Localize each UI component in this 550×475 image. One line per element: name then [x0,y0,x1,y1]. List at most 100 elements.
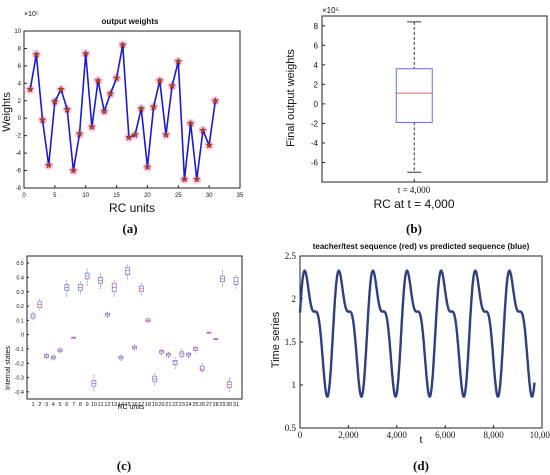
y-tick-label-c: 0.1 [16,318,24,324]
x-tick-label-a: 20 [144,193,151,199]
y-tick-label-a: 6 [18,64,22,70]
y-tick-label-a: 10 [14,29,21,35]
weight-point [131,130,139,138]
y-tick-label-b: 4 [314,61,319,70]
y-tick-label-b: 0 [314,100,319,109]
ticks-d: 0 2,000 4,000 6,000 8,000 10,000 0.5 1 1.5 2 2.5 [285,251,550,440]
marks-a [25,40,220,184]
x-tick-label-a: 0 [22,193,26,199]
panel-label-b: (b) [406,221,422,236]
panel-label-d: (d) [413,458,429,473]
y-tick-label-d: 1 [292,380,297,390]
x-tick-label-d: 0 [298,430,303,440]
x-tick-label-c: 30 [226,402,232,408]
y-tick-label-b: 8 [314,22,319,31]
x-tick-label-a: 15 [113,193,120,199]
x-tick-label-c: 29 [219,402,225,408]
x-tick-label-c: 11 [98,402,104,408]
box [233,277,239,285]
x-tick-label-c: 19 [152,402,158,408]
box [179,351,185,357]
xlabel-d: t [419,432,423,446]
x-tick-label-d: 6,000 [435,430,456,440]
y-tick-label-b: -2 [311,119,319,128]
box [199,365,205,371]
category-b: t = 4,000 [398,185,431,195]
x-tick-label-c: 26 [199,402,205,408]
marks-b [395,21,433,173]
weight-point [205,141,213,149]
x-tick-label-c: 12 [104,402,110,408]
weight-point [75,130,84,138]
x-tick-label-c: 7 [72,402,75,408]
x-tick-label-c: 20 [159,402,165,408]
weight-point [149,103,158,111]
x-tick-label-c: 15 [125,402,131,408]
weight-point [199,126,207,134]
y-tick-label-b: 6 [314,41,319,50]
y-tick-label-c: -0.2 [15,361,24,367]
plot-area-b [321,15,548,183]
x-tick-label-c: 22 [172,402,178,408]
ticks-c: -0.4-0.3-0.2-0.100.10.20.30.40.51 2 3 4 5 6 7 8… [15,261,240,408]
y-tick-label-c: 0.3 [16,290,24,296]
y-tick-label-d: 2.5 [285,251,297,261]
y-tick-label-a: -8 [16,186,22,192]
y-tick-label-a: -2 [16,134,22,140]
panel-d: teacher/test sequence (red) vs predicted… [270,242,550,473]
y-tick-label-a: 2 [18,99,22,105]
box [395,68,433,123]
x-tick-label-a: 5 [53,193,57,199]
weight-point [168,82,176,90]
y-tick-label-a: -6 [16,169,22,175]
y-tick-label-a: 8 [18,46,22,52]
x-tick-label-d: 8,000 [483,430,504,440]
ylabel-d: Time series [270,311,282,368]
x-tick-label-d: 4,000 [387,430,408,440]
y-tick-label-a: 4 [18,81,22,87]
weight-point [100,107,108,115]
xlabel-c: RC units [118,404,145,411]
ticks-b: -6 -4 -2 0 2 4 6 8 [311,22,415,182]
weight-point [106,89,114,97]
weight-point [32,50,40,58]
marks-c [30,264,239,392]
x-tick-label-c: 24 [186,402,192,408]
x-tick-label-c: 27 [206,402,212,408]
x-tick-label-c: 2 [38,402,41,408]
weight-point [57,85,65,93]
x-tick-label-a: 25 [175,193,182,199]
y-tick-label-d: 0.5 [285,423,297,433]
x-tick-label-a: 35 [237,193,244,199]
x-tick-label-a: 10 [82,193,89,199]
weight-point [211,96,220,104]
marks-d [298,269,536,399]
title-d: teacher/test sequence (red) vs predicted… [313,242,530,251]
y-tick-label-d: 1.5 [285,337,297,347]
weight-point [119,41,127,49]
weight-point [112,74,121,82]
x-tick-label-c: 21 [165,402,171,408]
weight-point [82,49,90,57]
weight-point [156,76,164,84]
weight-point [193,175,201,183]
x-tick-label-c: 14 [118,402,124,408]
y-tick-label-b: -4 [311,139,319,148]
box [172,360,178,366]
weight-point [180,175,189,183]
weight-point [26,85,34,93]
weight-point [186,119,195,127]
x-tick-label-d: 10,000 [530,430,550,440]
xlabel-b: RC at t = 4,000 [373,197,454,211]
panel-label-c: (c) [117,458,131,473]
weight-point [125,133,133,141]
x-tick-label-c: 28 [213,402,219,408]
weight-point [137,104,145,112]
x-tick-label-c: 13 [111,402,117,408]
y-tick-label-c: -0.3 [15,376,24,382]
x-tick-label-c: 3 [45,402,48,408]
weight-point [51,97,59,105]
exponent-a: ×10⁵ [24,11,39,18]
y-tick-label-c: 0.5 [16,261,24,267]
